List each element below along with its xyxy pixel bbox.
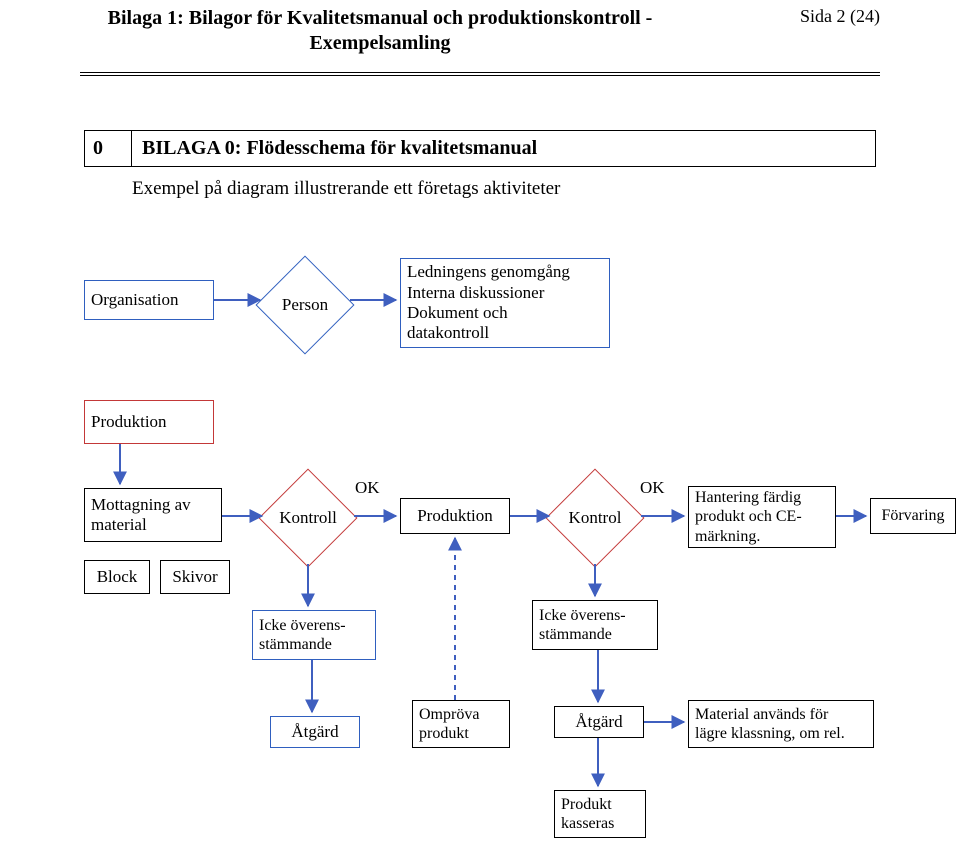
section-number: 0 [84, 131, 132, 166]
ledning-l3: Dokument och [407, 303, 570, 323]
page-header: Bilaga 1: Bilagor för Kvalitetsmanual oc… [80, 6, 880, 56]
mottagning-l2: material [91, 515, 191, 535]
forvaring-box: Förvaring [870, 498, 956, 534]
omprova-box: Ompröva produkt [412, 700, 510, 748]
produktion-mid-box: Produktion [400, 498, 510, 534]
atgard2-label: Åtgärd [575, 712, 622, 732]
kontroll-diamond: Kontroll [258, 468, 358, 568]
page-number: Sida 2 (24) [800, 6, 880, 27]
header-rule-bottom [80, 75, 880, 76]
icke1-l1: Icke överens- [259, 616, 346, 635]
page: Bilaga 1: Bilagor för Kvalitetsmanual oc… [0, 0, 960, 852]
produktion-outer-label: Produktion [91, 412, 167, 432]
hantering-box: Hantering färdig produkt och CE- märknin… [688, 486, 836, 548]
omprova-l1: Ompröva [419, 705, 479, 724]
icke1-box: Icke överens- stämmande [252, 610, 376, 660]
mottagning-l1: Mottagning av [91, 495, 191, 515]
ledning-l4: datakontroll [407, 323, 570, 343]
hantering-l1: Hantering färdig [695, 488, 802, 507]
header-rule-top [80, 72, 880, 73]
icke2-box: Icke överens- stämmande [532, 600, 658, 650]
atgard1-box: Åtgärd [270, 716, 360, 748]
person-diamond: Person [255, 255, 355, 355]
kontrol2-diamond: Kontrol [545, 468, 645, 568]
icke1-l2: stämmande [259, 635, 346, 654]
icke2-l1: Icke överens- [539, 606, 626, 625]
block-label: Block [97, 567, 138, 587]
icke2-l2: stämmande [539, 625, 626, 644]
hantering-l3: märkning. [695, 527, 802, 546]
kasseras-l2: kasseras [561, 814, 614, 833]
forvaring-label: Förvaring [881, 506, 944, 525]
section-subtitle: Exempel på diagram illustrerande ett för… [132, 178, 560, 200]
header-title: Bilaga 1: Bilagor för Kvalitetsmanual oc… [100, 6, 660, 56]
kasseras-l1: Produkt [561, 795, 614, 814]
omprova-l2: produkt [419, 724, 479, 743]
produktion-mid-label: Produktion [417, 506, 493, 526]
section-title-row: 0 BILAGA 0: Flödesschema för kvalitetsma… [84, 130, 876, 167]
ledning-l2: Interna diskussioner [407, 283, 570, 303]
hantering-l2: produkt och CE- [695, 507, 802, 526]
produkt-kasseras-box: Produkt kasseras [554, 790, 646, 838]
mottagning-box: Mottagning av material [84, 488, 222, 542]
ok-label-1: OK [355, 478, 380, 498]
atgard2-box: Åtgärd [554, 706, 644, 738]
atgard1-label: Åtgärd [291, 722, 338, 742]
produktion-outer-box: Produktion [84, 400, 214, 444]
organisation-box: Organisation [84, 280, 214, 320]
header-line1: Bilaga 1: Bilagor för Kvalitetsmanual oc… [108, 7, 653, 29]
material-l1: Material används för [695, 705, 845, 724]
material-anvands-box: Material används för lägre klassning, om… [688, 700, 874, 748]
skivor-box: Skivor [160, 560, 230, 594]
ok-label-2: OK [640, 478, 665, 498]
ledning-box: Ledningens genomgång Interna diskussione… [400, 258, 610, 348]
section-title: BILAGA 0: Flödesschema för kvalitetsmanu… [132, 131, 876, 166]
header-line2: Exempelsamling [309, 32, 450, 54]
block-box: Block [84, 560, 150, 594]
ledning-l1: Ledningens genomgång [407, 262, 570, 282]
material-l2: lägre klassning, om rel. [695, 724, 845, 743]
organisation-label: Organisation [91, 290, 179, 310]
skivor-label: Skivor [172, 567, 217, 587]
